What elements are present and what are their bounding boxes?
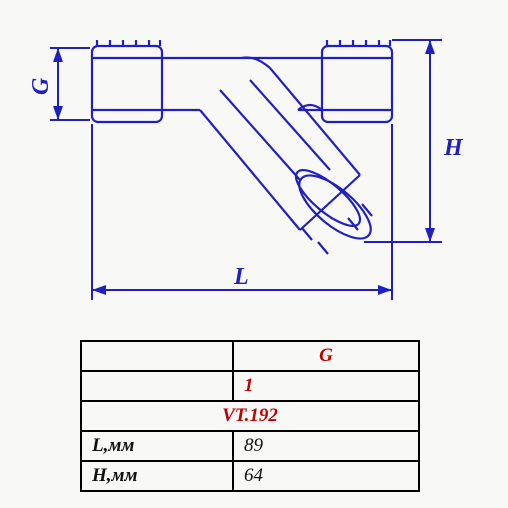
table-row: H,мм 64 [81,461,419,491]
cell-l-label: L,мм [81,431,233,461]
spec-table: G 1 VT.192 L,мм 89 H,мм 64 [80,340,420,492]
label-g: G [28,77,54,95]
cell-empty [81,341,233,371]
cell-l-value: 89 [233,431,419,461]
table-row: VT.192 [81,401,419,431]
dimension-h: H [364,40,464,242]
table-row: 1 [81,371,419,401]
label-l: L [233,264,249,290]
technical-drawing: G H L [0,0,508,320]
dimension-g: G [28,48,90,120]
dimension-l: L [92,124,392,300]
table-row: L,мм 89 [81,431,419,461]
label-h: H [443,135,464,161]
cell-g-header: G [233,341,419,371]
cell-model: VT.192 [81,401,419,431]
cell-h-label: H,мм [81,461,233,491]
table-row: G [81,341,419,371]
cell-h-value: 64 [233,461,419,491]
cell-empty [81,371,233,401]
cell-g-value: 1 [233,371,419,401]
